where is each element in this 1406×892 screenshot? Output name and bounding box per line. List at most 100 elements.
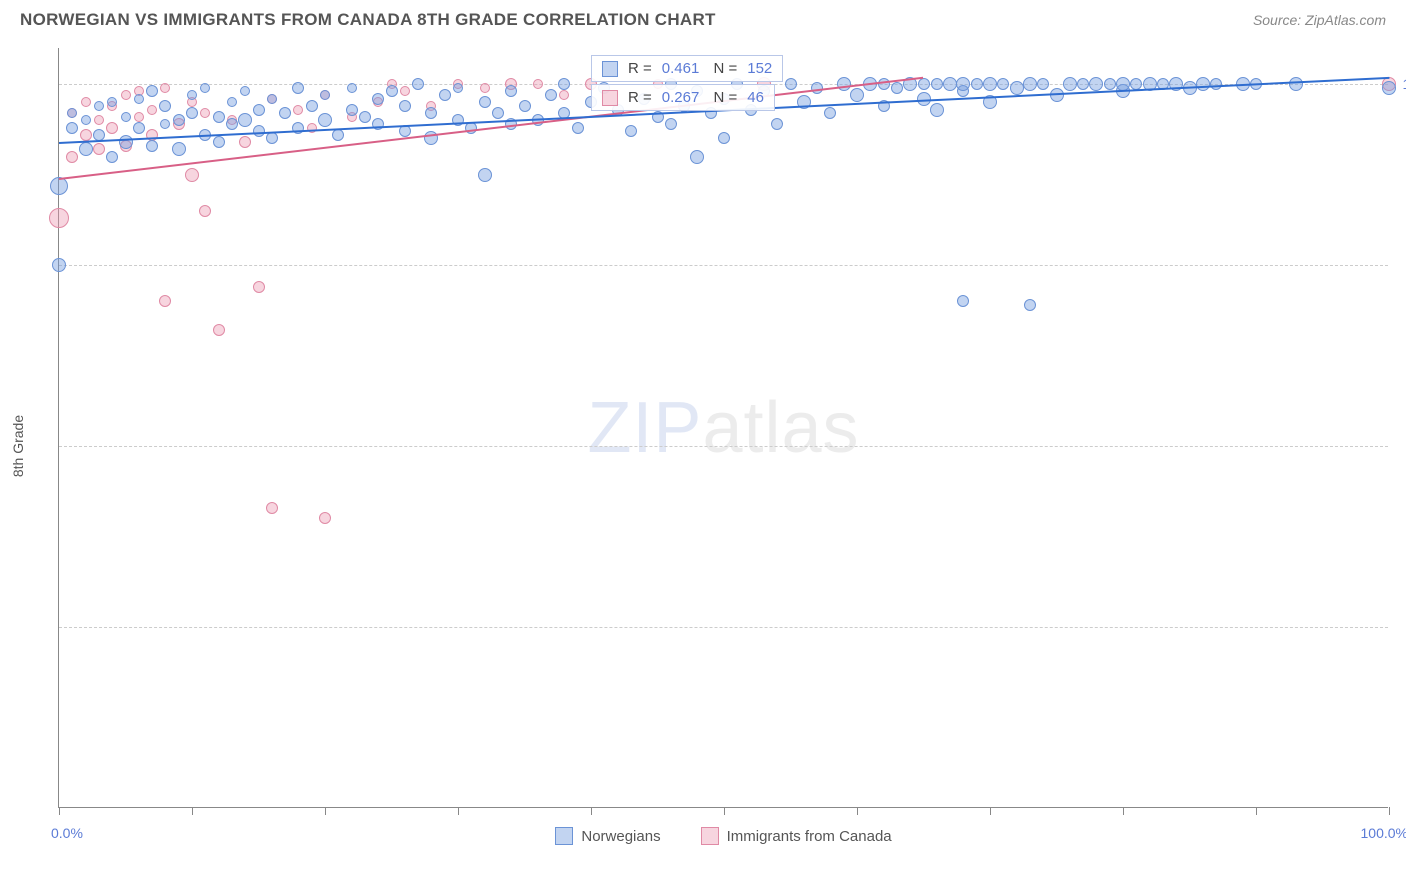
data-point xyxy=(785,78,797,90)
data-point xyxy=(66,122,78,134)
data-point xyxy=(159,100,171,112)
legend-label: Immigrants from Canada xyxy=(727,828,892,845)
data-point xyxy=(478,168,492,182)
x-tick xyxy=(724,807,725,815)
r-label: R = xyxy=(628,60,652,77)
data-point xyxy=(1023,77,1037,91)
stat-box: R =0.461 N =152 xyxy=(591,55,783,82)
data-point xyxy=(93,143,105,155)
data-point xyxy=(226,118,238,130)
data-point xyxy=(931,78,943,90)
data-point xyxy=(519,100,531,112)
data-point xyxy=(1077,78,1089,90)
data-point xyxy=(159,295,171,307)
data-point xyxy=(1196,77,1210,91)
x-tick xyxy=(591,807,592,815)
data-point xyxy=(558,78,570,90)
source-label: Source: ZipAtlas.com xyxy=(1253,12,1386,28)
data-point xyxy=(400,86,410,96)
n-label: N = xyxy=(709,60,737,77)
data-point xyxy=(121,90,131,100)
data-point xyxy=(94,101,104,111)
data-point xyxy=(386,85,398,97)
y-axis-title: 8th Grade xyxy=(10,415,26,477)
data-point xyxy=(121,112,131,122)
header: NORWEGIAN VS IMMIGRANTS FROM CANADA 8TH … xyxy=(0,0,1406,36)
gridline-h xyxy=(59,446,1388,447)
data-point xyxy=(1382,81,1396,95)
x-label-left: 0.0% xyxy=(51,825,83,841)
data-point xyxy=(1024,299,1036,311)
x-tick xyxy=(59,807,60,815)
data-point xyxy=(997,78,1009,90)
data-point xyxy=(332,129,344,141)
series-chip xyxy=(602,90,618,106)
data-point xyxy=(49,208,69,228)
data-point xyxy=(439,89,451,101)
data-point xyxy=(52,258,66,272)
data-point xyxy=(306,100,318,112)
stat-box: R =0.267 N = 46 xyxy=(591,84,775,111)
data-point xyxy=(238,113,252,127)
data-point xyxy=(347,83,357,93)
data-point xyxy=(186,107,198,119)
r-value: 0.267 xyxy=(662,89,700,106)
x-label-right: 100.0% xyxy=(1361,825,1406,841)
y-tick-label: 100.0% xyxy=(1403,76,1406,92)
data-point xyxy=(346,104,358,116)
data-point xyxy=(625,125,637,137)
gridline-h xyxy=(59,627,1388,628)
x-tick xyxy=(1389,807,1390,815)
data-point xyxy=(665,118,677,130)
data-point xyxy=(943,77,957,91)
data-point xyxy=(957,295,969,307)
data-point xyxy=(480,83,490,93)
data-point xyxy=(1089,77,1103,91)
scatter-chart: ZIPatlas NorwegiansImmigrants from Canad… xyxy=(58,48,1388,808)
data-point xyxy=(134,94,144,104)
legend: Norwegians Immigrants from Canada xyxy=(59,827,1388,845)
data-point xyxy=(545,89,557,101)
data-point xyxy=(319,512,331,524)
legend-chip xyxy=(555,827,573,845)
data-point xyxy=(771,118,783,130)
data-point xyxy=(213,111,225,123)
data-point xyxy=(67,108,77,118)
data-point xyxy=(266,502,278,514)
data-point xyxy=(185,168,199,182)
data-point xyxy=(453,83,463,93)
data-point xyxy=(837,77,851,91)
data-point xyxy=(1037,78,1049,90)
data-point xyxy=(572,122,584,134)
legend-item: Norwegians xyxy=(555,827,660,845)
data-point xyxy=(199,205,211,217)
x-tick xyxy=(192,807,193,815)
data-point xyxy=(81,97,91,107)
data-point xyxy=(479,96,491,108)
data-point xyxy=(293,105,303,115)
data-point xyxy=(134,112,144,122)
data-point xyxy=(240,86,250,96)
data-point xyxy=(66,151,78,163)
n-value: 46 xyxy=(747,89,764,106)
data-point xyxy=(187,90,197,100)
data-point xyxy=(160,83,170,93)
data-point xyxy=(213,136,225,148)
x-tick xyxy=(458,807,459,815)
data-point xyxy=(253,281,265,293)
gridline-h xyxy=(59,265,1388,266)
data-point xyxy=(1010,81,1024,95)
data-point xyxy=(146,140,158,152)
data-point xyxy=(983,77,997,91)
watermark: ZIPatlas xyxy=(587,387,859,469)
x-tick xyxy=(1256,807,1257,815)
x-tick xyxy=(990,807,991,815)
legend-item: Immigrants from Canada xyxy=(701,827,892,845)
data-point xyxy=(133,122,145,134)
data-point xyxy=(279,107,291,119)
data-point xyxy=(718,132,730,144)
data-point xyxy=(956,77,970,91)
data-point xyxy=(891,82,903,94)
data-point xyxy=(173,114,185,126)
n-value: 152 xyxy=(747,60,772,77)
